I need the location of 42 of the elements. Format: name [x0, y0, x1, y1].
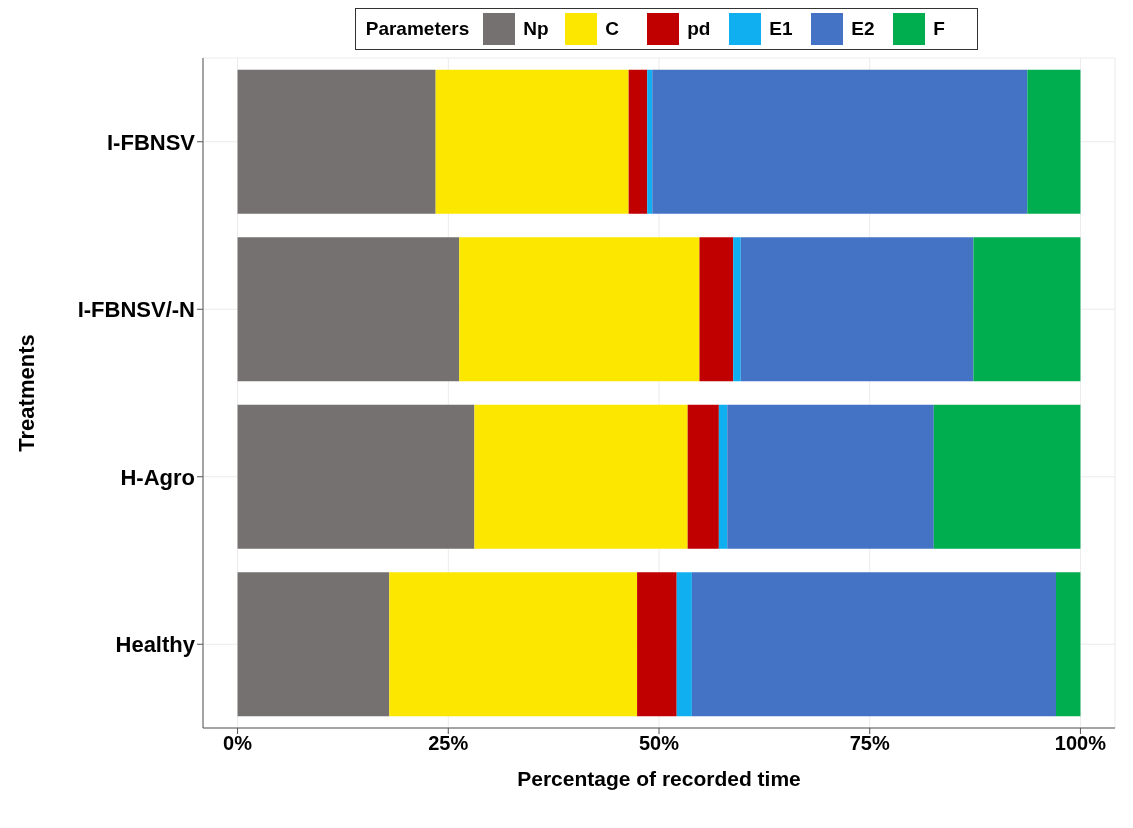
x-axis-title: Percentage of recorded time — [517, 767, 801, 790]
bar — [237, 572, 390, 717]
x-tick-label: 50% — [638, 732, 680, 755]
bar — [727, 404, 934, 549]
bar — [718, 404, 728, 549]
legend-label: F — [933, 18, 946, 40]
bar — [435, 69, 629, 214]
bar — [733, 237, 741, 382]
legend-label: pd — [687, 18, 712, 40]
bar — [1056, 572, 1081, 717]
legend-title: Parameters — [365, 18, 470, 40]
legend-label: E1 — [769, 18, 794, 40]
bar — [474, 404, 688, 549]
bar — [691, 572, 1056, 717]
bar — [237, 69, 436, 214]
bar — [459, 237, 700, 382]
bar — [637, 572, 677, 717]
y-tick-label: I-FBNSV/-N — [77, 297, 195, 323]
y-tick-label: H-Agro — [120, 464, 195, 490]
legend-label: C — [605, 18, 620, 40]
bar — [933, 404, 1081, 549]
x-tick-label: 75% — [849, 732, 890, 755]
bar — [687, 404, 719, 549]
bar — [973, 237, 1081, 382]
y-tick-label: I-FBNSV — [107, 129, 196, 155]
bar — [652, 69, 1028, 214]
bar — [628, 69, 648, 214]
bar — [676, 572, 692, 717]
legend-label: E2 — [851, 18, 876, 40]
legend-label: Np — [523, 18, 550, 40]
y-axis-title: Treatments — [13, 334, 39, 452]
x-tick-label: 100% — [1054, 732, 1107, 755]
x-tick-label: 25% — [428, 732, 469, 755]
bar — [647, 69, 653, 214]
y-tick-label: Healthy — [115, 632, 196, 658]
bar — [740, 237, 974, 382]
bar — [389, 572, 638, 717]
bar — [1027, 69, 1081, 214]
bar — [699, 237, 734, 382]
bar — [237, 404, 475, 549]
x-tick-label: 0% — [223, 732, 253, 755]
bar — [237, 237, 460, 382]
